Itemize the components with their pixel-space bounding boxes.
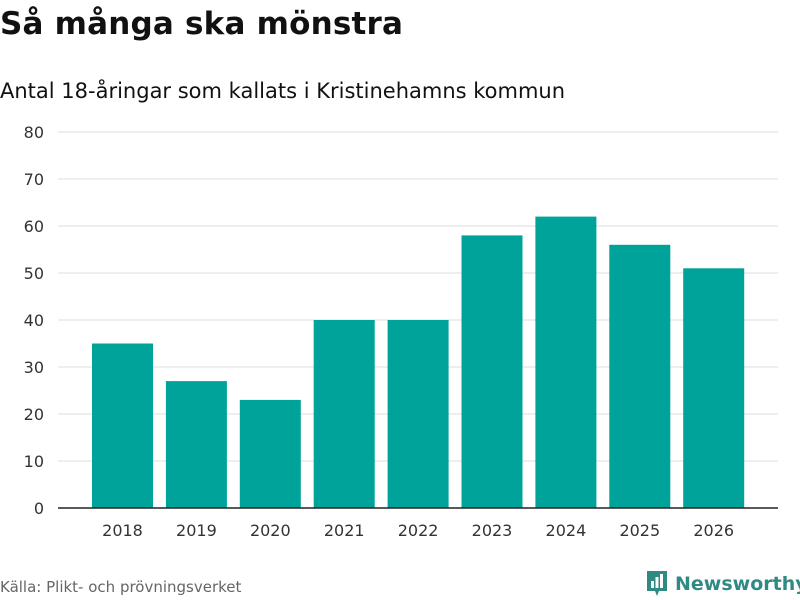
y-tick-label: 70 [24, 170, 44, 189]
bar-2023 [461, 235, 523, 508]
x-tick-label-2018: 2018 [102, 521, 143, 540]
x-tick-label-2023: 2023 [472, 521, 513, 540]
x-tick-label-2024: 2024 [546, 521, 587, 540]
bar-2022 [387, 320, 449, 508]
y-tick-label: 20 [24, 405, 44, 424]
x-tick-label-2020: 2020 [250, 521, 291, 540]
x-tick-label-2026: 2026 [693, 521, 734, 540]
newsworthy-logo: Newsworthy [645, 569, 800, 599]
y-tick-label: 0 [34, 499, 44, 518]
bar-2018 [92, 343, 153, 508]
chart-subtitle: Antal 18-åringar som kallats i Kristineh… [0, 79, 566, 103]
source-note: Källa: Plikt- och prövningsverket [0, 578, 242, 596]
y-tick-label: 50 [24, 264, 44, 283]
bar-2021 [313, 320, 375, 508]
bar-2026 [683, 268, 745, 508]
y-tick-label: 40 [24, 311, 44, 330]
bar-2020 [239, 399, 301, 508]
y-tick-label: 60 [24, 217, 44, 236]
x-tick-label-2021: 2021 [324, 521, 365, 540]
newsworthy-logo-text: Newsworthy [675, 573, 800, 595]
chart-title: Så många ska mönstra [0, 6, 404, 42]
y-tick-label: 80 [24, 123, 44, 142]
y-axis-ticks: 0 10 20 30 40 50 60 70 80 [24, 123, 44, 518]
y-tick-label: 30 [24, 358, 44, 377]
x-tick-label-2025: 2025 [619, 521, 660, 540]
x-axis-ticks: 2018 2019 2020 2021 2022 2023 2024 2025 2026 [102, 521, 734, 540]
x-tick-label-2019: 2019 [176, 521, 217, 540]
y-tick-label: 10 [24, 452, 44, 471]
bar-2019 [165, 381, 227, 508]
bar-2024 [535, 216, 597, 508]
bars [92, 216, 745, 509]
newsworthy-logo-icon [647, 571, 667, 596]
x-tick-label-2022: 2022 [398, 521, 439, 540]
bar-2025 [609, 244, 671, 509]
